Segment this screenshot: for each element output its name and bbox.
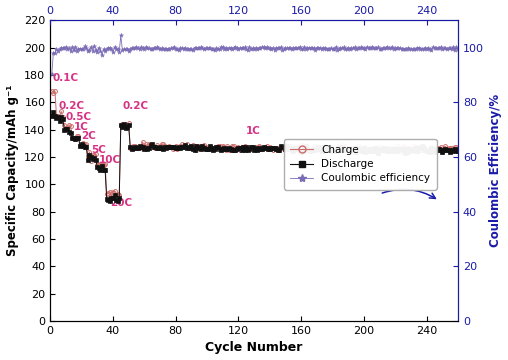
Y-axis label: Coulombic Efficiency/%: Coulombic Efficiency/%	[489, 94, 502, 247]
Text: 1C: 1C	[74, 122, 88, 132]
X-axis label: Cycle Number: Cycle Number	[205, 341, 303, 355]
Text: 1C: 1C	[246, 126, 261, 136]
Text: 5C: 5C	[91, 145, 106, 155]
Legend: Charge, Discharge, Coulombic efficiency: Charge, Discharge, Coulombic efficiency	[284, 139, 436, 190]
Text: 2C: 2C	[82, 131, 97, 141]
Text: 20C: 20C	[110, 198, 132, 208]
Text: 10C: 10C	[99, 154, 121, 165]
Y-axis label: Specific Capacity/mAh g⁻¹: Specific Capacity/mAh g⁻¹	[6, 85, 19, 256]
Text: 0.2C: 0.2C	[122, 101, 148, 111]
Text: 0.5C: 0.5C	[66, 112, 92, 122]
Text: 0.1C: 0.1C	[52, 72, 78, 82]
Text: 0.2C: 0.2C	[58, 101, 84, 111]
